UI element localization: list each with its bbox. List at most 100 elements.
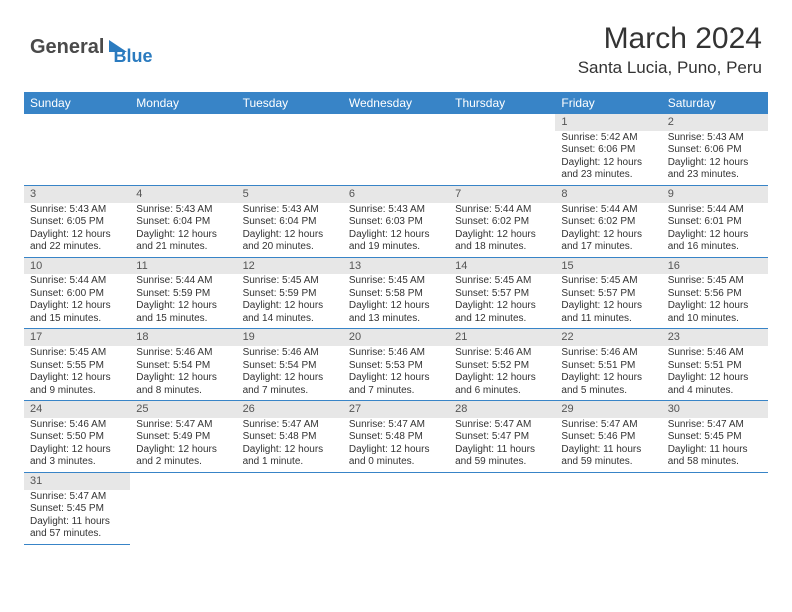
day-sunrise: Sunrise: 5:43 AM [668, 132, 762, 145]
page-header: General Blue March 2024 Santa Lucia, Pun… [0, 0, 792, 86]
day-number: 12 [237, 257, 343, 274]
day-number: 22 [555, 329, 661, 346]
day-data-row: Sunrise: 5:42 AMSunset: 6:06 PMDaylight:… [24, 131, 768, 186]
day-number [343, 472, 449, 489]
day-number: 16 [662, 257, 768, 274]
day-sunset: Sunset: 5:53 PM [349, 360, 443, 373]
day-daylight2: and 2 minutes. [136, 456, 230, 469]
day-number: 7 [449, 185, 555, 202]
day-sunrise: Sunrise: 5:45 AM [30, 347, 124, 360]
day-daylight1: Daylight: 11 hours [455, 444, 549, 457]
day-data-row: Sunrise: 5:45 AMSunset: 5:55 PM Daylight:… [24, 346, 768, 401]
dayname-header-row: Sunday Monday Tuesday Wednesday Thursday… [24, 92, 768, 114]
logo-text-blue: Blue [113, 46, 152, 67]
day-daylight1: Daylight: 12 hours [561, 372, 655, 385]
day-cell: Sunrise: 5:43 AMSunset: 6:06 PMDaylight:… [662, 131, 768, 186]
day-daylight1: Daylight: 12 hours [136, 229, 230, 242]
day-cell: Sunrise: 5:45 AMSunset: 5:59 PMDaylight:… [237, 274, 343, 329]
day-daylight1: Daylight: 12 hours [561, 229, 655, 242]
day-sunset: Sunset: 5:48 PM [349, 431, 443, 444]
day-number: 10 [24, 257, 130, 274]
day-sunset: Sunset: 6:04 PM [136, 216, 230, 229]
day-cell: Sunrise: 5:45 AMSunset: 5:57 PMDaylight:… [449, 274, 555, 329]
day-daylight1: Daylight: 12 hours [455, 372, 549, 385]
day-number: 11 [130, 257, 236, 274]
day-number: 15 [555, 257, 661, 274]
location-text: Santa Lucia, Puno, Peru [578, 58, 762, 78]
day-daylight1: Daylight: 12 hours [561, 157, 655, 170]
day-cell: Sunrise: 5:44 AMSunset: 6:02 PMDaylight:… [449, 203, 555, 258]
day-daylight2: and 15 minutes. [30, 313, 124, 326]
day-cell [343, 490, 449, 545]
day-daylight2: and 11 minutes. [561, 313, 655, 326]
day-number [237, 114, 343, 131]
day-daylight2: and 6 minutes. [455, 385, 549, 398]
day-cell: Sunrise: 5:42 AMSunset: 6:06 PMDaylight:… [555, 131, 661, 186]
dayname-sat: Saturday [662, 92, 768, 114]
day-cell: Sunrise: 5:46 AMSunset: 5:52 PMDaylight:… [449, 346, 555, 401]
day-daylight1: Daylight: 12 hours [668, 300, 762, 313]
day-sunset: Sunset: 6:02 PM [561, 216, 655, 229]
day-cell: Sunrise: 5:45 AMSunset: 5:55 PMDaylight:… [24, 346, 130, 401]
day-sunset: Sunset: 5:56 PM [668, 288, 762, 301]
day-daylight2: and 1 minute. [243, 456, 337, 469]
day-daylight2: and 58 minutes. [668, 456, 762, 469]
day-daylight2: and 15 minutes. [136, 313, 230, 326]
day-sunset: Sunset: 5:57 PM [455, 288, 549, 301]
day-cell: Sunrise: 5:44 AMSunset: 6:02 PMDaylight:… [555, 203, 661, 258]
day-daylight1: Daylight: 12 hours [349, 372, 443, 385]
day-sunrise: Sunrise: 5:46 AM [136, 347, 230, 360]
day-cell [343, 131, 449, 186]
day-number [449, 472, 555, 489]
day-daylight2: and 4 minutes. [668, 385, 762, 398]
day-sunset: Sunset: 5:48 PM [243, 431, 337, 444]
day-daylight1: Daylight: 12 hours [561, 300, 655, 313]
logo-text-general: General [30, 36, 104, 59]
day-daylight2: and 13 minutes. [349, 313, 443, 326]
day-daylight2: and 12 minutes. [455, 313, 549, 326]
day-sunset: Sunset: 6:06 PM [668, 144, 762, 157]
day-sunset: Sunset: 6:05 PM [30, 216, 124, 229]
day-cell: Sunrise: 5:47 AMSunset: 5:46 PMDaylight:… [555, 418, 661, 473]
day-number: 25 [130, 401, 236, 418]
day-cell [555, 490, 661, 545]
day-daylight2: and 7 minutes. [243, 385, 337, 398]
day-daylight2: and 22 minutes. [30, 241, 124, 254]
daynum-row: 17181920212223 [24, 329, 768, 346]
day-daylight2: and 19 minutes. [349, 241, 443, 254]
day-number: 4 [130, 185, 236, 202]
day-daylight2: and 16 minutes. [668, 241, 762, 254]
day-sunset: Sunset: 5:54 PM [136, 360, 230, 373]
day-sunset: Sunset: 5:55 PM [30, 360, 124, 373]
day-sunrise: Sunrise: 5:45 AM [243, 275, 337, 288]
day-sunset: Sunset: 5:45 PM [668, 431, 762, 444]
daynum-row: 12 [24, 114, 768, 131]
day-sunrise: Sunrise: 5:47 AM [136, 419, 230, 432]
day-cell: Sunrise: 5:47 AMSunset: 5:48 PMDaylight:… [343, 418, 449, 473]
day-number: 8 [555, 185, 661, 202]
day-sunset: Sunset: 5:46 PM [561, 431, 655, 444]
day-sunset: Sunset: 5:52 PM [455, 360, 549, 373]
day-cell: Sunrise: 5:44 AMSunset: 6:01 PMDaylight:… [662, 203, 768, 258]
day-sunset: Sunset: 5:57 PM [561, 288, 655, 301]
dayname-tue: Tuesday [237, 92, 343, 114]
day-cell: Sunrise: 5:47 AMSunset: 5:45 PMDaylight:… [24, 490, 130, 545]
day-number: 20 [343, 329, 449, 346]
day-sunrise: Sunrise: 5:47 AM [455, 419, 549, 432]
day-daylight1: Daylight: 12 hours [30, 229, 124, 242]
day-cell [130, 490, 236, 545]
day-sunset: Sunset: 5:49 PM [136, 431, 230, 444]
day-daylight1: Daylight: 12 hours [349, 229, 443, 242]
day-daylight1: Daylight: 12 hours [30, 444, 124, 457]
day-daylight2: and 14 minutes. [243, 313, 337, 326]
day-sunrise: Sunrise: 5:47 AM [243, 419, 337, 432]
day-cell: Sunrise: 5:43 AMSunset: 6:03 PMDaylight:… [343, 203, 449, 258]
day-number: 18 [130, 329, 236, 346]
day-sunrise: Sunrise: 5:46 AM [30, 419, 124, 432]
day-number: 6 [343, 185, 449, 202]
day-daylight2: and 21 minutes. [136, 241, 230, 254]
month-title: March 2024 [578, 22, 762, 56]
day-number [237, 472, 343, 489]
dayname-thu: Thursday [449, 92, 555, 114]
day-cell [237, 131, 343, 186]
